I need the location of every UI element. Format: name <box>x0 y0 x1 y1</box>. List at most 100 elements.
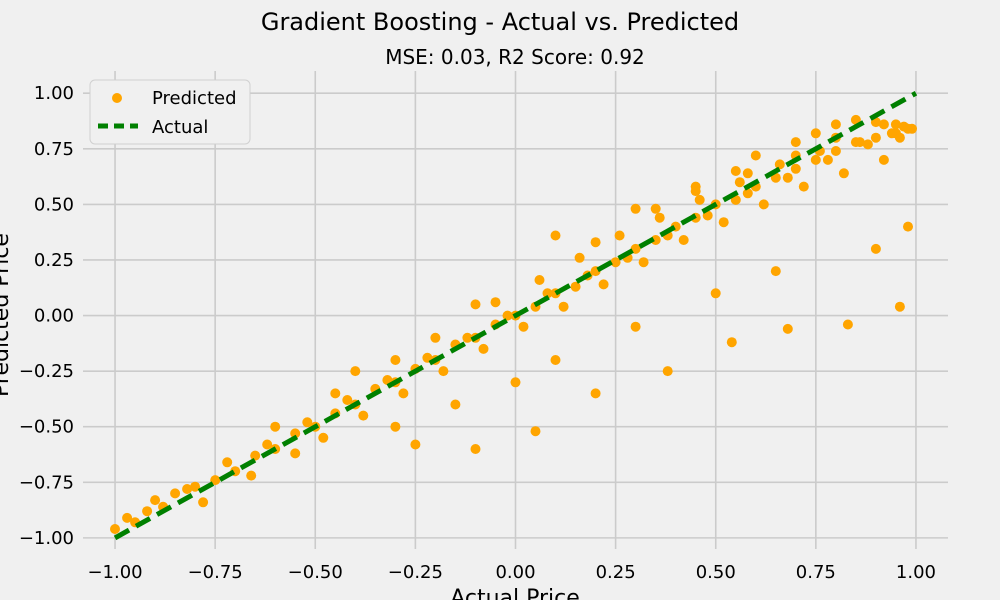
scatter-point <box>110 524 120 534</box>
y-tick-label: 0.50 <box>34 194 74 215</box>
scatter-point <box>870 243 881 254</box>
scatter-point <box>358 410 369 421</box>
scatter-point <box>730 166 741 176</box>
x-tick-label: 0.50 <box>696 562 736 583</box>
scatter-point <box>450 399 461 410</box>
scatter-point <box>410 439 421 450</box>
legend-predicted-label: Predicted <box>152 88 237 109</box>
actual-line <box>113 91 918 541</box>
scatter-point <box>742 188 753 199</box>
x-tick-label: 0.75 <box>796 562 836 583</box>
scatter-point <box>650 203 661 214</box>
scatter-point <box>838 168 849 179</box>
y-tick-label: 0.75 <box>34 139 74 160</box>
scatter-point <box>590 388 601 399</box>
scatter-point <box>318 432 329 443</box>
scatter-point <box>903 221 913 232</box>
scatter-point <box>250 450 261 461</box>
y-tick-label: 0.25 <box>34 250 74 271</box>
scatter-point <box>898 121 909 132</box>
legend-predicted-marker <box>112 93 122 103</box>
scatter-point <box>774 159 785 170</box>
scatter-point <box>750 150 761 161</box>
scatter-point <box>182 484 193 494</box>
y-axis-label: Predicted Price <box>0 233 14 397</box>
x-tick-label: 0.25 <box>596 562 636 583</box>
scatter-point <box>142 506 153 517</box>
y-tick-label: 0.00 <box>34 306 74 327</box>
scatter-point <box>390 421 401 432</box>
scatter-point <box>190 481 201 492</box>
scatter-point <box>842 319 853 330</box>
scatter-point <box>570 281 581 292</box>
scatter-point <box>878 119 889 130</box>
y-tick-label: −0.25 <box>19 361 74 382</box>
scatter-point <box>438 366 449 377</box>
chart-subtitle: MSE: 0.03, R2 Score: 0.92 <box>385 45 645 69</box>
scatter-point <box>630 203 641 214</box>
scatter-point <box>530 426 541 437</box>
scatter-point <box>574 252 585 263</box>
scatter-point <box>810 128 821 139</box>
scatter-point <box>350 366 361 377</box>
scatter-point <box>470 444 481 454</box>
x-tick-label: −0.25 <box>388 562 443 583</box>
scatter-point <box>822 154 833 165</box>
x-tick-label: 0.00 <box>495 562 535 583</box>
scatter-point <box>710 288 721 299</box>
scatter-point <box>830 119 841 130</box>
scatter-point <box>782 323 793 334</box>
scatter-point <box>890 119 901 130</box>
y-tick-label: −0.50 <box>19 417 74 438</box>
scatter-point <box>718 217 729 228</box>
x-tick-label: −0.50 <box>288 562 343 583</box>
scatter-point <box>518 321 529 332</box>
scatter-point <box>614 230 625 241</box>
grid-lines <box>83 71 948 549</box>
scatter-point <box>654 212 665 223</box>
y-tick-label: 1.00 <box>34 83 74 104</box>
scatter-point <box>222 457 233 468</box>
scatter-point <box>302 417 313 428</box>
legend-actual-label: Actual <box>152 117 208 138</box>
scatter-point <box>742 168 753 179</box>
scatter-point <box>290 428 301 439</box>
scatter-point <box>478 343 489 354</box>
y-tick-label: −0.75 <box>19 472 74 493</box>
scatter-point <box>630 321 641 332</box>
tick-labels: −1.00 −0.75 −0.50 −0.25 0.00 0.25 0.50 0.75 1.00… <box>19 83 936 583</box>
x-tick-label: 1.00 <box>896 562 936 583</box>
scatter-point <box>878 154 889 165</box>
actual-line-group <box>113 91 918 541</box>
scatter-point <box>262 439 273 450</box>
scatter-point <box>598 279 609 290</box>
scatter-point <box>678 235 689 245</box>
scatter-point <box>430 332 441 343</box>
scatter-point <box>862 139 873 150</box>
x-axis-label: Actual Price <box>450 586 580 600</box>
legend: Predicted Actual <box>89 79 251 145</box>
scatter-point <box>650 235 661 245</box>
scatter-point <box>170 488 181 499</box>
scatter-point <box>290 448 301 459</box>
scatter-point <box>398 388 409 399</box>
scatter-point <box>550 230 561 241</box>
scatter-point <box>270 421 281 432</box>
y-tick-label: −1.00 <box>19 528 74 549</box>
scatter-point <box>122 512 133 523</box>
scatter-point <box>854 137 865 148</box>
scatter-point <box>550 355 561 365</box>
scatter-point <box>534 275 545 285</box>
scatter-point <box>638 257 649 268</box>
scatter-point <box>790 163 801 174</box>
scatter-point <box>907 123 917 134</box>
scatter-point <box>246 470 257 481</box>
scatter-point <box>758 199 769 210</box>
x-tick-label: −0.75 <box>188 562 243 583</box>
scatter-point <box>590 237 601 248</box>
scatter-point <box>390 355 401 365</box>
scatter-point <box>894 301 905 312</box>
scatter-point <box>342 395 353 405</box>
scatter-point <box>662 366 673 377</box>
